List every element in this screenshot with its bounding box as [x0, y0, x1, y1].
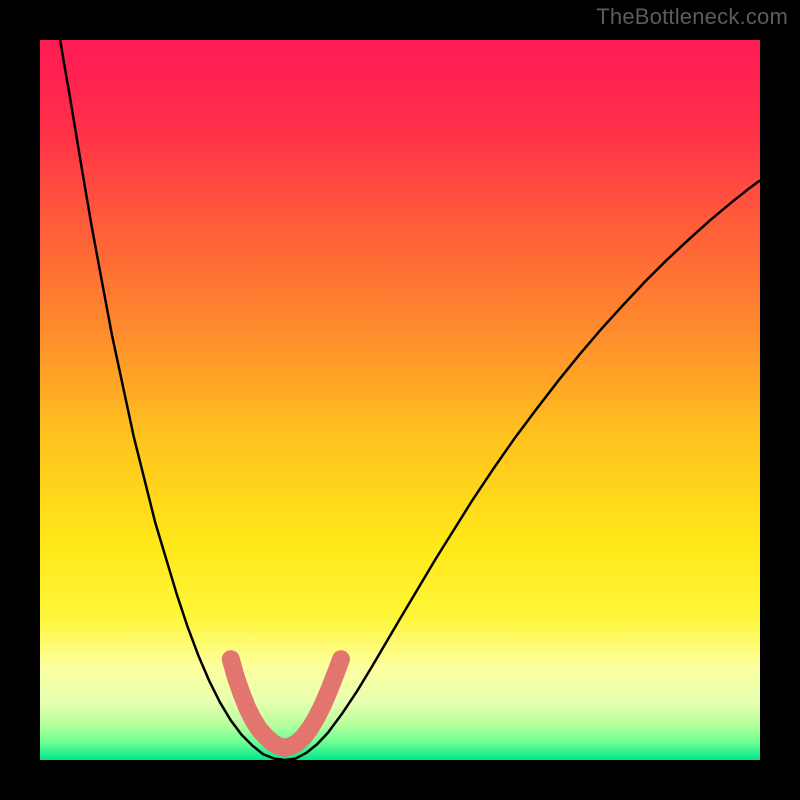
figure-root: TheBottleneck.com [0, 0, 800, 800]
plot-area [40, 40, 760, 760]
attribution-label: TheBottleneck.com [596, 4, 788, 30]
gradient-background [40, 40, 760, 760]
chart-svg [40, 40, 760, 760]
